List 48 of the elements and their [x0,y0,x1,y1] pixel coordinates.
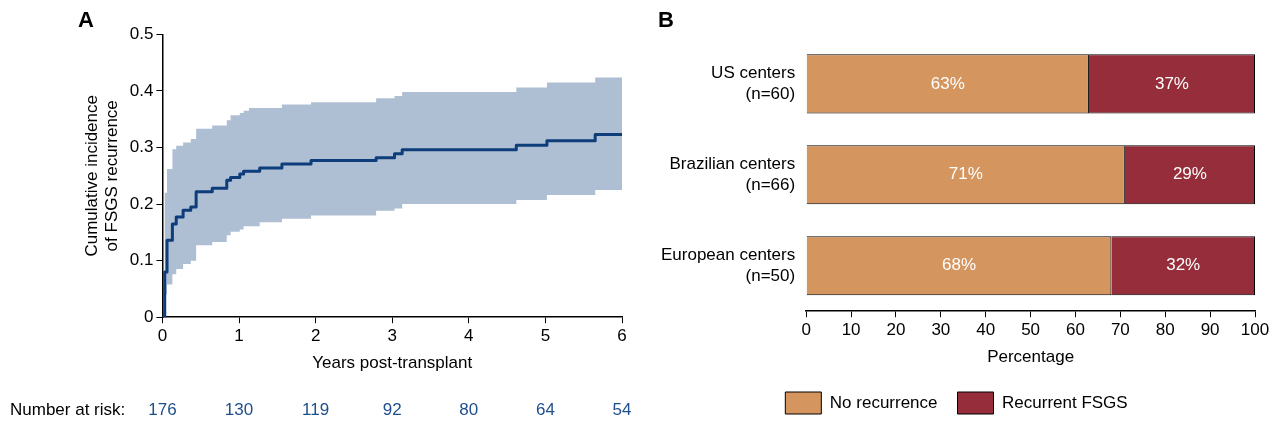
x-tick-label: 30 [931,320,951,340]
data-label: 71% [948,164,983,184]
x-axis-title: Years post-transplant [312,353,473,373]
x-tick-label: 2 [310,326,321,346]
data-label: 32% [1166,255,1201,275]
x-tick-label: 90 [1200,320,1220,340]
y-tick-label: Brazilian centers (n=66) [669,154,796,194]
text: Number at risk: [10,399,126,419]
data-label: 29% [1172,164,1207,184]
text: 130 [224,399,254,419]
legend-label: No recurrence [829,392,938,412]
y-tick-label: European centers (n=50) [661,245,796,285]
y-tick-label: 0.3 [129,137,154,157]
x-tick-label: 6 [617,326,627,346]
x-tick-label: 70 [1110,320,1130,340]
y-axis-title: Cumulative incidence of FSGS recurrence [81,95,122,257]
y-tick-label: 0 [143,306,154,326]
legend-label: Recurrent FSGS [1002,392,1128,412]
data-label: 37% [1154,73,1189,93]
x-tick-label: 5 [540,326,551,346]
x-tick-label: 40 [976,320,996,340]
x-axis-title: Percentage [987,347,1075,367]
data-label: 63% [930,73,965,93]
x-tick-label: 0 [157,326,168,346]
x-tick-label: 3 [387,326,397,346]
x-tick-label: 100 [1240,320,1270,340]
x-tick-label: 50 [1021,320,1041,340]
chart-title: A [78,7,94,33]
x-tick-label: 4 [464,326,474,346]
text: 119 [302,399,330,419]
x-tick-label: 10 [841,320,861,340]
text: 64 [535,399,555,419]
x-tick-label: 20 [886,320,906,340]
y-tick-label: US centers (n=60) [711,63,796,103]
x-tick-label: 1 [234,326,244,346]
text: 54 [612,399,632,419]
x-tick-label: 0 [801,320,811,340]
text: 176 [148,399,177,419]
chart-title: B [658,7,674,33]
y-tick-label: 0.5 [129,24,154,44]
text: 80 [459,399,479,419]
y-tick-label: 0.4 [129,80,154,100]
y-tick-label: 0.2 [129,193,154,213]
text: 92 [382,399,402,419]
data-label: 68% [942,255,977,275]
x-tick-label: 80 [1155,320,1175,340]
y-tick-label: 0.1 [129,250,154,270]
x-tick-label: 60 [1066,320,1085,340]
